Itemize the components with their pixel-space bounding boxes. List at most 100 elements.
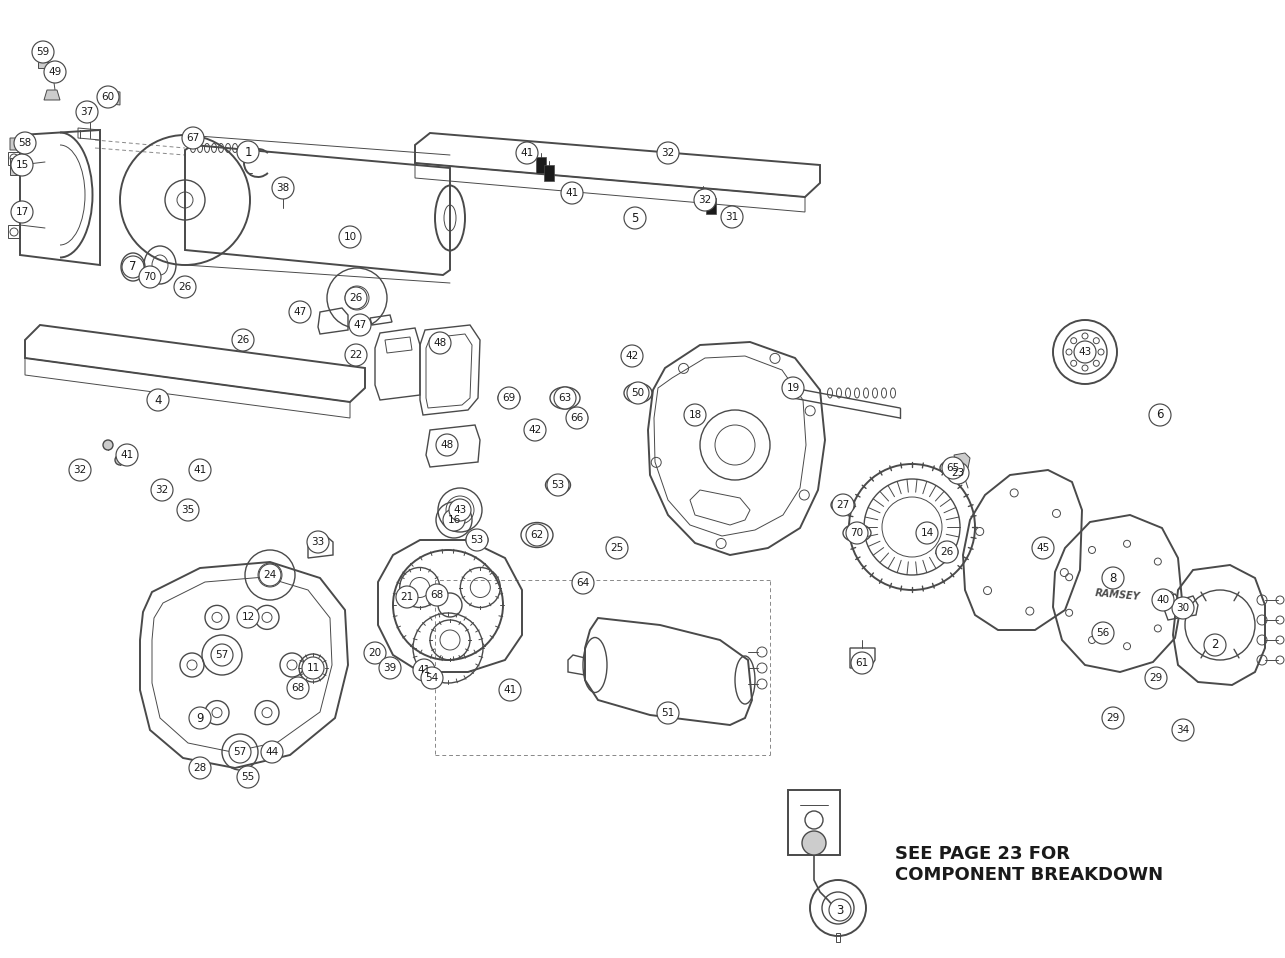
- Circle shape: [621, 345, 642, 367]
- Circle shape: [1204, 634, 1226, 656]
- Circle shape: [1172, 597, 1194, 619]
- Circle shape: [657, 702, 678, 724]
- Text: 17: 17: [15, 207, 28, 217]
- Circle shape: [829, 899, 851, 921]
- Text: 10: 10: [343, 232, 356, 242]
- Circle shape: [572, 572, 594, 594]
- Circle shape: [261, 741, 283, 763]
- Circle shape: [607, 537, 628, 559]
- Text: 45: 45: [1037, 543, 1050, 553]
- Text: 63: 63: [559, 393, 572, 403]
- Text: 19: 19: [786, 383, 799, 393]
- Text: 39: 39: [383, 663, 397, 673]
- Text: 11: 11: [306, 663, 320, 673]
- Text: 56: 56: [1096, 628, 1110, 638]
- Circle shape: [947, 462, 969, 484]
- Text: 68: 68: [430, 590, 443, 600]
- Circle shape: [721, 206, 743, 228]
- Circle shape: [307, 531, 329, 553]
- Circle shape: [499, 679, 520, 701]
- Circle shape: [436, 434, 457, 456]
- Text: 32: 32: [662, 148, 675, 158]
- Circle shape: [504, 684, 517, 696]
- Circle shape: [69, 459, 91, 481]
- Text: 67: 67: [186, 133, 199, 143]
- Text: 66: 66: [571, 413, 583, 423]
- Circle shape: [364, 642, 386, 664]
- Text: 6: 6: [1156, 408, 1164, 422]
- Circle shape: [1074, 341, 1096, 363]
- Text: 24: 24: [263, 570, 276, 580]
- Circle shape: [429, 587, 445, 603]
- Circle shape: [526, 524, 547, 546]
- Circle shape: [189, 459, 211, 481]
- Circle shape: [12, 201, 33, 223]
- Text: 43: 43: [454, 505, 466, 515]
- Text: 47: 47: [353, 320, 366, 330]
- Circle shape: [76, 101, 98, 123]
- Text: 43: 43: [1078, 347, 1092, 357]
- Circle shape: [1103, 567, 1124, 589]
- Circle shape: [122, 256, 144, 278]
- Text: 14: 14: [920, 528, 934, 538]
- Text: 7: 7: [130, 261, 136, 273]
- Text: 33: 33: [311, 537, 325, 547]
- Text: 29: 29: [1149, 673, 1163, 683]
- Text: 23: 23: [951, 468, 965, 478]
- Circle shape: [260, 564, 281, 586]
- Circle shape: [412, 659, 436, 681]
- Circle shape: [684, 404, 705, 426]
- Text: 70: 70: [851, 528, 864, 538]
- Circle shape: [935, 541, 959, 563]
- Circle shape: [466, 529, 488, 551]
- Circle shape: [173, 276, 197, 298]
- Circle shape: [14, 132, 36, 154]
- Circle shape: [657, 142, 678, 164]
- Circle shape: [942, 457, 964, 479]
- Circle shape: [418, 664, 430, 676]
- Circle shape: [1151, 589, 1174, 611]
- Text: 49: 49: [49, 67, 62, 77]
- Circle shape: [146, 389, 170, 411]
- Circle shape: [851, 652, 873, 674]
- Polygon shape: [953, 453, 970, 470]
- Text: 41: 41: [418, 665, 430, 675]
- Text: 53: 53: [470, 535, 483, 545]
- Circle shape: [425, 671, 439, 685]
- Text: 42: 42: [626, 351, 639, 361]
- Text: 28: 28: [193, 763, 207, 773]
- Circle shape: [802, 831, 826, 855]
- Text: 69: 69: [502, 393, 515, 403]
- Circle shape: [350, 314, 371, 336]
- Text: 8: 8: [1109, 572, 1117, 584]
- Polygon shape: [536, 157, 546, 173]
- Polygon shape: [10, 138, 24, 150]
- Circle shape: [32, 41, 54, 63]
- Circle shape: [425, 671, 439, 685]
- Circle shape: [625, 207, 646, 229]
- Text: 44: 44: [266, 747, 279, 757]
- Circle shape: [103, 440, 113, 450]
- Text: 68: 68: [292, 683, 305, 693]
- Circle shape: [443, 509, 465, 531]
- Text: 3: 3: [837, 903, 844, 917]
- Text: 58: 58: [18, 138, 32, 148]
- Text: 20: 20: [369, 648, 382, 658]
- Circle shape: [694, 189, 716, 211]
- Circle shape: [189, 707, 211, 729]
- Circle shape: [379, 657, 401, 679]
- Text: 22: 22: [350, 350, 362, 360]
- Text: 15: 15: [15, 160, 28, 170]
- Circle shape: [236, 606, 260, 628]
- Circle shape: [547, 474, 569, 496]
- Text: 41: 41: [121, 450, 134, 460]
- Circle shape: [182, 127, 204, 149]
- Text: 32: 32: [155, 485, 168, 495]
- Text: 62: 62: [531, 530, 544, 540]
- Circle shape: [499, 387, 520, 409]
- Text: 70: 70: [144, 272, 157, 282]
- Text: 48: 48: [433, 338, 447, 348]
- Text: 32: 32: [73, 465, 86, 475]
- Text: 25: 25: [610, 543, 623, 553]
- Circle shape: [289, 301, 311, 323]
